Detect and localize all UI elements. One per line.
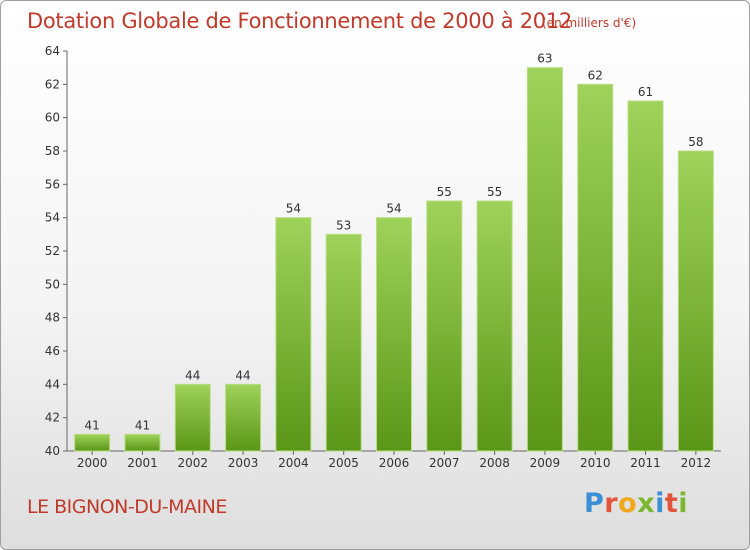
y-tick-label: 52 <box>45 244 60 258</box>
y-tick-label: 46 <box>45 344 60 358</box>
logo-letter: x <box>637 488 656 519</box>
bar-value-label: 61 <box>638 85 653 99</box>
bar-value-label: 62 <box>588 68 603 82</box>
logo-letter: t <box>664 488 679 519</box>
x-tick-label: 2011 <box>630 456 661 470</box>
bar-value-label: 54 <box>386 202 401 216</box>
y-tick-label: 44 <box>45 377 60 391</box>
bar-value-label: 41 <box>135 418 150 432</box>
y-tick-label: 48 <box>45 311 60 325</box>
bar-value-label: 41 <box>85 418 100 432</box>
bar-value-label: 63 <box>537 52 552 66</box>
bar <box>476 200 513 452</box>
bar <box>124 433 161 452</box>
y-tick-label: 60 <box>45 111 60 125</box>
y-tick-label: 62 <box>45 77 60 91</box>
chart-unit: (en milliers d'€) <box>542 16 637 30</box>
bar <box>577 83 614 452</box>
x-tick-label: 2010 <box>580 456 611 470</box>
bar-value-label: 44 <box>235 368 250 382</box>
y-tick-label: 54 <box>45 211 60 225</box>
bar-value-label: 54 <box>286 202 301 216</box>
x-tick-label: 2012 <box>681 456 712 470</box>
bar <box>376 217 412 452</box>
commune-name: LE BIGNON-DU-MAINE <box>27 496 227 518</box>
x-tick-label: 2003 <box>228 456 259 470</box>
bar-value-label: 53 <box>336 218 351 232</box>
bar <box>275 217 312 452</box>
logo-letter: i <box>655 488 665 519</box>
bar <box>627 100 664 452</box>
logo-letter: i <box>678 488 689 519</box>
bar-value-label: 44 <box>185 368 200 382</box>
x-tick-label: 2001 <box>127 456 158 470</box>
y-tick-label: 58 <box>45 144 60 158</box>
x-tick-label: 2000 <box>77 456 108 470</box>
chart-title: Dotation Globale de Fonctionnement de 20… <box>27 9 572 33</box>
bar-value-label: 55 <box>437 185 452 199</box>
bar <box>74 433 111 452</box>
x-tick-label: 2006 <box>379 456 410 470</box>
y-tick-label: 42 <box>45 411 60 425</box>
x-tick-label: 2007 <box>429 456 460 470</box>
x-tick-label: 2009 <box>530 456 561 470</box>
x-tick-label: 2005 <box>328 456 359 470</box>
x-tick-label: 2002 <box>177 456 208 470</box>
logo-letter: r <box>604 488 619 519</box>
logo-letter: P <box>584 488 605 519</box>
bar <box>325 233 362 452</box>
bar <box>526 67 563 452</box>
x-tick-label: 2004 <box>278 456 309 470</box>
bar <box>174 383 211 452</box>
y-tick-label: 56 <box>45 177 60 191</box>
bar <box>426 200 463 452</box>
proxiti-logo: Proxiti <box>584 488 688 519</box>
y-tick-label: 64 <box>45 44 60 58</box>
bar-value-label: 58 <box>688 135 703 149</box>
bar <box>677 150 714 452</box>
y-tick-label: 50 <box>45 277 60 291</box>
logo-letter: o <box>618 488 638 519</box>
bar-value-label: 55 <box>487 185 502 199</box>
bar <box>225 383 262 452</box>
x-tick-label: 2008 <box>479 456 510 470</box>
y-tick-label: 40 <box>45 444 60 458</box>
